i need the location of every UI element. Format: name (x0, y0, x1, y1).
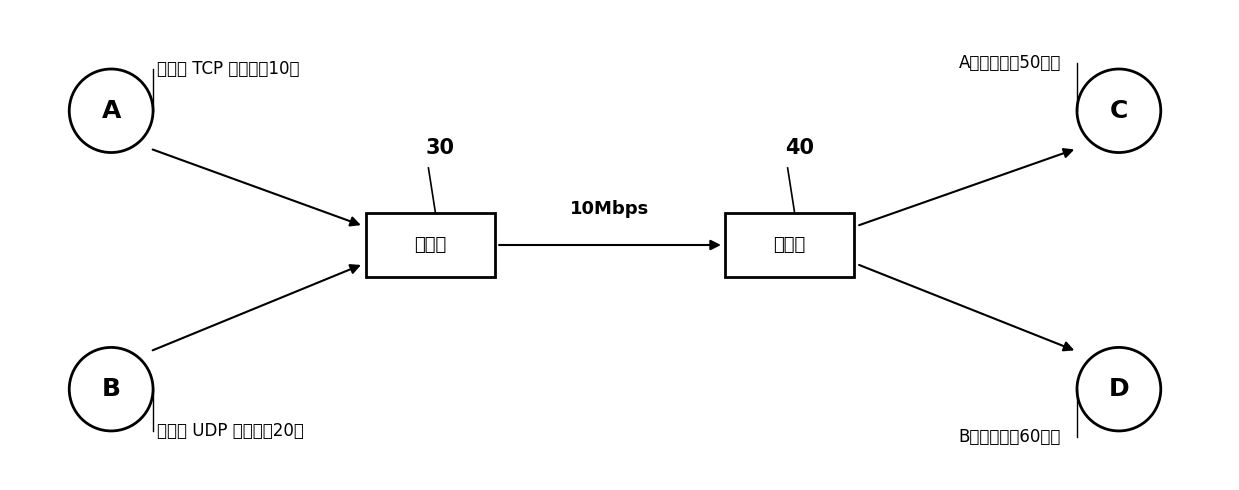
Text: A: A (102, 99, 121, 123)
Text: C: C (1110, 99, 1127, 123)
Text: 路由器: 路由器 (773, 236, 805, 254)
Text: B: B (102, 377, 120, 401)
Text: 30: 30 (426, 138, 455, 158)
Text: ～使用 TCP 的应用（10）: ～使用 TCP 的应用（10） (157, 60, 300, 78)
Text: B的接收器（60）～: B的接收器（60）～ (959, 428, 1061, 446)
Text: ～使用 UDP 的应用（20）: ～使用 UDP 的应用（20） (157, 422, 304, 440)
Text: D: D (1109, 377, 1129, 401)
Bar (725, 213, 855, 277)
Text: 40: 40 (786, 138, 814, 158)
Text: 10Mbps: 10Mbps (570, 200, 649, 218)
Text: 路由器: 路由器 (414, 236, 446, 254)
Bar (366, 213, 496, 277)
Text: A的接收器（50）～: A的接收器（50）～ (959, 54, 1061, 72)
